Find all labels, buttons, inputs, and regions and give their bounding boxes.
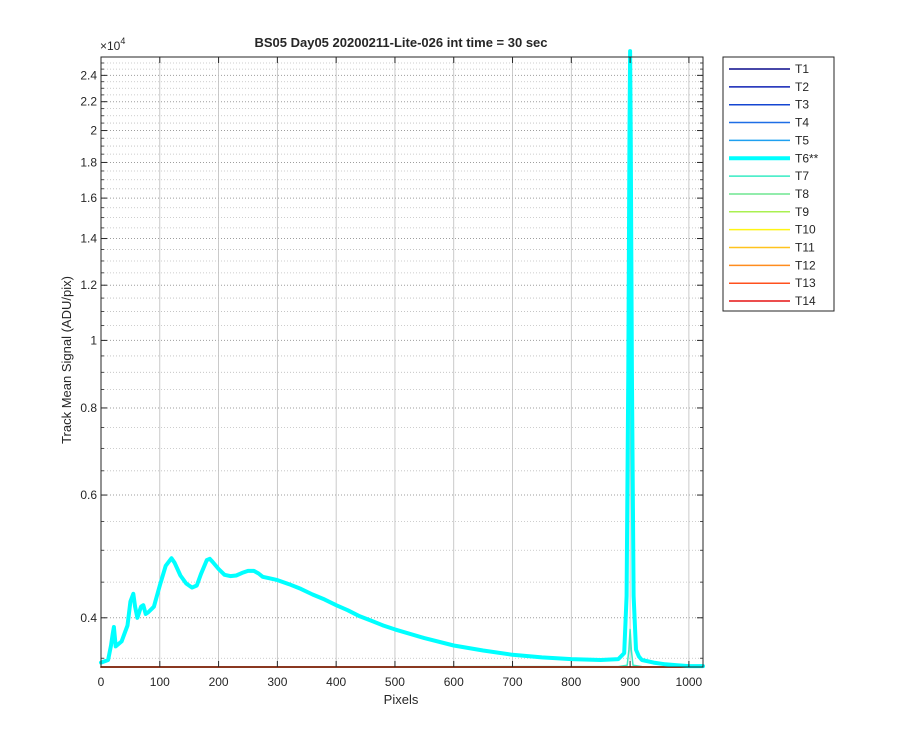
- legend-label: T7: [795, 169, 809, 183]
- legend-label: T6**: [795, 151, 819, 165]
- y-tick-label: 0.6: [80, 488, 97, 502]
- plot-area: 0.4 0.6 0.8 1 1.2 1.4 1.6 1.8 2 2.2 2.4 0 100 200 300 4…: [80, 49, 705, 689]
- x-tick-label: 0: [98, 675, 105, 689]
- x-tick-label: 800: [561, 675, 581, 689]
- x-tick-label: 200: [209, 675, 229, 689]
- y-tick-label: 0.4: [80, 611, 97, 625]
- legend-label: T2: [795, 80, 809, 94]
- legend-label: T9: [795, 205, 809, 219]
- x-tick-label: 500: [385, 675, 405, 689]
- axes-background: [101, 57, 703, 667]
- x-axis-label: Pixels: [384, 692, 419, 707]
- legend-label: T10: [795, 223, 816, 237]
- legend-label: T8: [795, 187, 809, 201]
- chart-title: BS05 Day05 20200211-Lite-026 int time = …: [254, 35, 547, 50]
- y-tick-label: 1.2: [80, 278, 97, 292]
- x-tick-label: 1000: [676, 675, 703, 689]
- svg-text:×104: ×104: [100, 36, 125, 53]
- x-tick-label: 100: [150, 675, 170, 689]
- y-exponent-power: 4: [120, 36, 125, 46]
- axes-frame: [100, 56, 704, 668]
- y-tick-label: 1.8: [80, 155, 97, 169]
- y-tick-label: 1.6: [80, 191, 97, 205]
- legend-label: T5: [795, 133, 809, 147]
- x-tick-label: 700: [503, 675, 523, 689]
- y-axis-exponent: ×104: [100, 36, 125, 53]
- legend-label: T11: [795, 241, 815, 255]
- legend-items: T1 T2 T3 T4 T5 T6** T7 T8 T9 T10 T11 T12 T13 T14: [729, 62, 819, 308]
- y-exponent-base: ×10: [100, 39, 121, 53]
- series-line-t6: [99, 49, 705, 669]
- legend-label: T14: [795, 294, 816, 308]
- y-tick-label: 2.4: [80, 68, 97, 82]
- x-tick-label: 600: [444, 675, 464, 689]
- x-tick-label: 900: [620, 675, 640, 689]
- y-tick-label: 2: [90, 124, 97, 138]
- y-tick-label: 1: [90, 333, 97, 347]
- legend-box: [722, 56, 835, 312]
- legend-label: T13: [795, 276, 816, 290]
- y-tick-label: 2.2: [80, 95, 97, 109]
- x-tick-label: 300: [267, 675, 287, 689]
- series-line-t7: [100, 628, 704, 668]
- legend-label: T3: [795, 98, 809, 112]
- grid: [101, 57, 703, 667]
- legend: T1 T2 T3 T4 T5 T6** T7 T8 T9 T10 T11 T12 T13 T14: [722, 56, 835, 312]
- legend-label: T12: [795, 258, 816, 272]
- y-tick-label: 1.4: [80, 232, 97, 246]
- x-tick-label: 400: [326, 675, 346, 689]
- legend-label: T4: [795, 116, 809, 130]
- axis-ticks: 0.4 0.6 0.8 1 1.2 1.4 1.6 1.8 2 2.2 2.4 0 100 200 300 4…: [80, 57, 703, 689]
- y-tick-label: 0.8: [80, 401, 97, 415]
- legend-label: T1: [795, 62, 809, 76]
- y-axis-label: Track Mean Signal (ADU/pix): [59, 276, 74, 444]
